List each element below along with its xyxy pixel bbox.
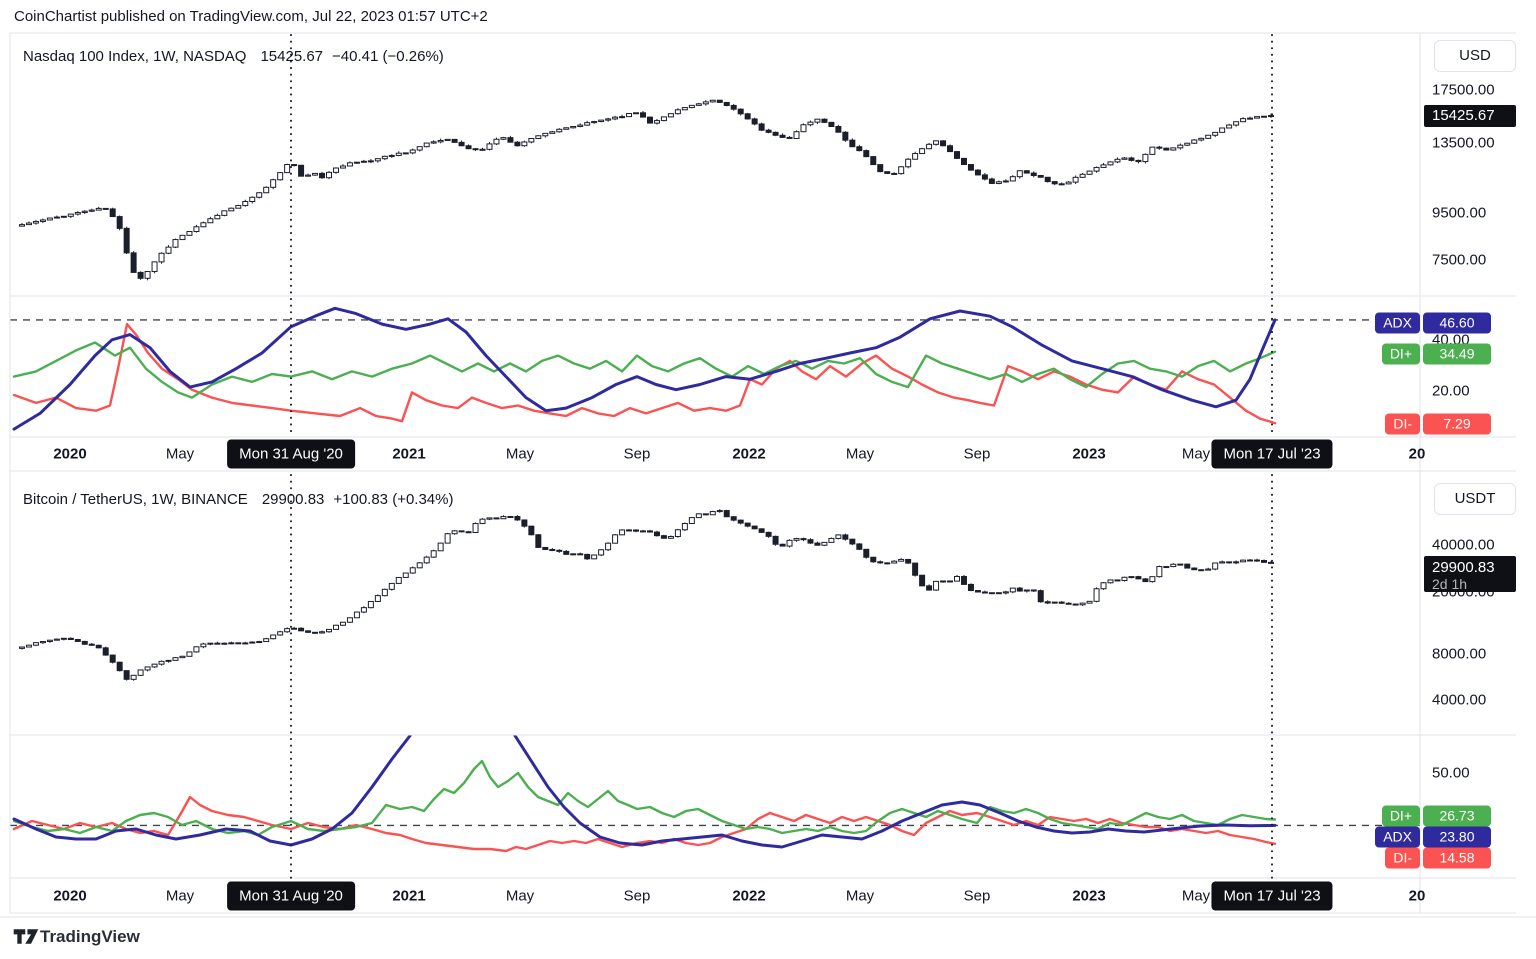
nasdaq-di--label-badge: DI- [1385, 413, 1420, 435]
time-tick-may: May [1181, 887, 1211, 904]
nasdaq-price-scale-label[interactable]: 13500.00 [1432, 134, 1495, 152]
crosshair-date-badge: Mon 17 Jul '23 [1211, 439, 1333, 469]
time-tick-may: May [1181, 445, 1211, 463]
nasdaq-dmi-scale-label[interactable]: 20.00 [1432, 382, 1470, 400]
time-tick-2020: 2020 [53, 445, 87, 463]
btc-bar-countdown: 2d 1h [1432, 576, 1468, 592]
btc-dmi-di+-line [12, 759, 1277, 837]
nasdaq-dmi-adx-line [12, 306, 1277, 431]
nasdaq-title-row: Nasdaq 100 Index, 1W, NASDAQ 15425.67 −40.… [23, 48, 444, 65]
nasdaq-di+-value-badge: 34.49 [1423, 343, 1491, 365]
btc-price-axis-badge: 29900.83 2d 1h [1424, 556, 1516, 592]
nasdaq-symbol-title: Nasdaq 100 Index, 1W, NASDAQ [23, 48, 247, 65]
btc-adx-value-badge: 23.80 [1423, 826, 1491, 848]
time-tick-may: May [845, 887, 875, 904]
btc-dmi [10, 735, 1420, 853]
nasdaq-candles [18, 99, 1274, 281]
time-tick-2021: 2021 [392, 445, 426, 463]
usd-currency-button[interactable]: USD [1434, 40, 1516, 72]
btc-title-row: Bitcoin / TetherUS, 1W, BINANCE 29900.83 +… [23, 491, 453, 508]
nasdaq-di+-label-badge: DI+ [1381, 343, 1420, 365]
btc-price-scale-label[interactable]: 40000.00 [1432, 536, 1495, 554]
btc-di+-value-badge: 26.73 [1423, 805, 1491, 827]
nasdaq-price-scale-label[interactable]: 9500.00 [1432, 204, 1487, 222]
btc-last-price: 29900.83 [261, 491, 325, 508]
time-tick-may: May [165, 887, 195, 904]
time-tick-may: May [845, 445, 875, 463]
crosshair-date-badge: Mon 31 Aug '20 [227, 881, 355, 910]
nasdaq-adx-value-badge: 46.60 [1423, 312, 1491, 334]
time-tick-2023: 2023 [1072, 887, 1106, 904]
time-tick-2020: 2020 [53, 887, 87, 904]
btc-change: +100.83 (+0.34%) [333, 491, 454, 508]
time-tick-20: 20 [1408, 887, 1426, 904]
btc-dmi-di--line [12, 795, 1277, 853]
nasdaq-di--value-badge: 7.29 [1423, 413, 1491, 435]
time-tick-may: May [505, 445, 535, 463]
time-tick-sep: Sep [623, 887, 651, 904]
nasdaq-price-scale-label[interactable]: 7500.00 [1432, 251, 1487, 269]
btc-dmi-scale-label[interactable]: 50.00 [1432, 764, 1470, 782]
time-tick-2022: 2022 [732, 887, 766, 904]
btc-adx-label-badge: ADX [1375, 826, 1420, 848]
time-tick-sep: Sep [963, 445, 991, 463]
btc-dmi-adx-line [12, 735, 1277, 849]
btc-price-axis-badge-value: 29900.83 [1432, 559, 1495, 576]
attribution-text: CoinChartist published on TradingView.co… [14, 8, 488, 25]
time-tick-20: 20 [1408, 445, 1426, 463]
time-axis-row-2[interactable]: 2020 May 2021 May Sep 2022 May Sep 2023 May 20 Mon … [0, 878, 1536, 913]
btc-di--label-badge: DI- [1385, 847, 1420, 869]
nasdaq-price-axis-badge: 15425.67 [1424, 105, 1516, 127]
btc-candles [18, 509, 1274, 681]
nasdaq-change: −40.41 (−0.26%) [332, 48, 444, 65]
btc-symbol-title: Bitcoin / TetherUS, 1W, BINANCE [23, 491, 248, 508]
time-tick-sep: Sep [963, 887, 991, 904]
nasdaq-dmi-di--line [12, 322, 1277, 425]
time-tick-2022: 2022 [732, 445, 766, 463]
tradingview-brand-text[interactable]: TradingView [40, 927, 140, 946]
btc-price-scale-label[interactable]: 4000.00 [1432, 691, 1487, 709]
btc-di+-label-badge: DI+ [1381, 805, 1420, 827]
crosshair-date-badge: Mon 31 Aug '20 [227, 439, 355, 469]
nasdaq-adx-label-badge: ADX [1375, 312, 1420, 334]
time-tick-sep: Sep [623, 445, 651, 463]
btc-di--value-badge: 14.58 [1423, 847, 1491, 869]
tradingview-logo-icon[interactable] [13, 928, 39, 945]
usdt-currency-button[interactable]: USDT [1434, 483, 1516, 515]
nasdaq-dmi-di+-line [12, 341, 1277, 399]
time-tick-2021: 2021 [392, 887, 426, 904]
time-tick-may: May [505, 887, 535, 904]
nasdaq-dmi [10, 306, 1420, 431]
time-tick-2023: 2023 [1072, 445, 1106, 463]
footer-bar: TradingView [0, 918, 1536, 959]
time-tick-may: May [165, 445, 195, 463]
nasdaq-last-price: 15425.67 [260, 48, 324, 65]
time-axis-row-1[interactable]: 2020 May 2021 May Sep 2022 May Sep 2023 May 20 Mon … [0, 437, 1536, 471]
crosshair-date-badge: Mon 17 Jul '23 [1211, 881, 1333, 910]
btc-price-scale-label[interactable]: 8000.00 [1432, 645, 1487, 663]
nasdaq-price-scale-label[interactable]: 17500.00 [1432, 81, 1495, 99]
